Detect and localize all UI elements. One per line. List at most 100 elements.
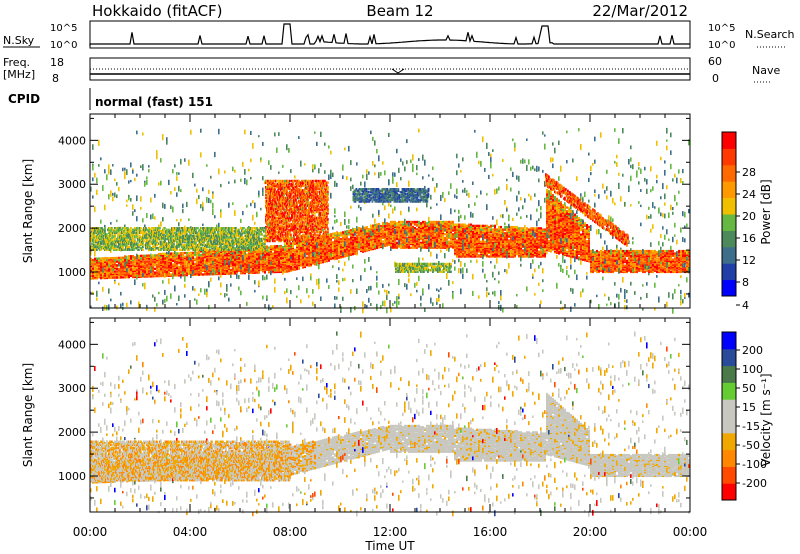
power-mark-3365 — [392, 235, 394, 241]
power-mark-1977 — [274, 287, 276, 293]
power-mark-4209 — [460, 261, 462, 267]
power-mark-2866 — [348, 225, 350, 229]
power-mark-622 — [152, 274, 154, 277]
power-mark-1176 — [204, 251, 206, 254]
power-mark-3066 — [366, 289, 368, 293]
power-mark-4955 — [516, 232, 518, 235]
power-mark-3297 — [386, 289, 388, 296]
power-mark-1111 — [198, 252, 200, 255]
power-mark-3436 — [398, 278, 400, 286]
power-mark-349 — [124, 256, 126, 259]
power-mark-881 — [176, 257, 178, 260]
power-mark-1493 — [232, 202, 234, 205]
power-mark-3159 — [374, 218, 376, 224]
power-mark-1636 — [246, 259, 248, 262]
power-mark-496 — [140, 274, 142, 277]
power-mark-84 — [98, 268, 100, 271]
power-mark-2621 — [328, 239, 330, 243]
power-mark-463 — [136, 263, 138, 266]
power-mark-1502 — [234, 261, 236, 264]
power-mark-1209 — [208, 269, 210, 272]
power-mark-2349 — [306, 249, 308, 252]
power-mark-4829 — [506, 229, 508, 232]
power-mark-4729 — [498, 301, 500, 305]
power-mark-2513 — [318, 168, 320, 174]
power-mark-1481 — [232, 258, 234, 262]
power-mark-3440 — [398, 300, 400, 305]
power-mark-761 — [164, 252, 166, 255]
power-mark-1134 — [200, 250, 202, 253]
power-mark-1300 — [216, 272, 218, 276]
power-mark-2044 — [280, 244, 282, 248]
power-mark-2061 — [282, 253, 284, 256]
power-mark-4752 — [500, 228, 502, 231]
power-mark-825 — [170, 252, 172, 255]
power-mark-2213 — [294, 242, 296, 245]
power-mark-378 — [128, 274, 130, 278]
power-mark-3396 — [396, 241, 398, 244]
power-mark-475 — [138, 275, 140, 278]
power-mark-65 — [96, 268, 98, 271]
power-mark-3307 — [388, 230, 390, 233]
power-mark-1004 — [188, 255, 190, 258]
power-mark-1856 — [264, 276, 266, 281]
power-mark-1963 — [274, 258, 276, 261]
power-mark-4862 — [508, 214, 510, 217]
power-mark-2099 — [286, 269, 288, 272]
power-mark-16 — [90, 251, 92, 256]
power-mark-960 — [184, 263, 186, 266]
power-mark-1080 — [196, 267, 198, 270]
power-mark-1046 — [192, 260, 194, 263]
power-mark-1215 — [208, 259, 210, 262]
power-mark-2115 — [286, 249, 288, 252]
power-mark-61 — [96, 273, 98, 276]
power-mark-2377 — [308, 243, 310, 247]
power-mark-1322 — [218, 268, 220, 271]
power-mark-1269 — [212, 191, 214, 195]
power-mark-650 — [154, 256, 156, 259]
power-mark-1767 — [258, 269, 260, 272]
power-mark-304 — [120, 262, 122, 266]
power-mark-4376 — [472, 224, 474, 227]
power-mark-790 — [168, 273, 170, 276]
power-mark-1507 — [234, 255, 236, 258]
power-mark-1997 — [276, 248, 278, 251]
power-mark-1843 — [264, 260, 266, 263]
power-mark-1804 — [260, 255, 262, 261]
power-mark-1255 — [212, 266, 214, 270]
power-mark-1975 — [274, 132, 276, 137]
power-mark-1495 — [234, 271, 236, 274]
power-mark-2232 — [296, 248, 298, 251]
power-mark-2994 — [360, 181, 362, 186]
power-mark-3565 — [410, 246, 412, 249]
power-mark-68 — [96, 263, 98, 266]
power-mark-983 — [186, 258, 188, 261]
power-mark-586 — [148, 268, 150, 271]
power-mark-661 — [156, 268, 158, 272]
power-mark-1106 — [198, 260, 200, 263]
power-mark-107 — [100, 266, 102, 269]
power-mark-1165 — [204, 267, 206, 270]
power-mark-54 — [94, 250, 96, 257]
power-mark-580 — [148, 275, 150, 278]
power-mark-632 — [152, 260, 154, 263]
power-scatter — [90, 127, 690, 314]
power-mark-546 — [144, 261, 146, 265]
power-mark-2007 — [278, 265, 280, 269]
power-mark-3389 — [394, 172, 396, 177]
power-mark-3465 — [400, 244, 402, 248]
power-mark-1524 — [236, 258, 238, 261]
power-mark-1089 — [196, 255, 198, 258]
power-mark-956 — [184, 269, 186, 272]
power-mark-1087 — [196, 257, 198, 260]
power-mark-853 — [174, 265, 176, 269]
power-mark-3563 — [408, 278, 410, 283]
power-mark-2646 — [330, 234, 332, 237]
power-mark-1400 — [224, 254, 226, 257]
power-mark-217 — [112, 274, 114, 277]
power-mark-2050 — [282, 268, 284, 271]
power-mark-51 — [94, 257, 96, 260]
power-mark-280 — [118, 267, 120, 271]
power-mark-871 — [176, 271, 178, 275]
power-mark-3042 — [364, 181, 366, 188]
